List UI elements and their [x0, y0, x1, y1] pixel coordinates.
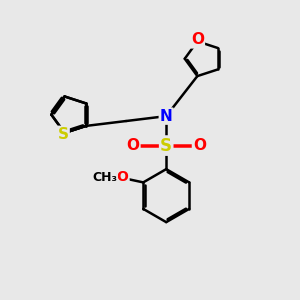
Text: O: O [191, 32, 204, 47]
Text: O: O [193, 138, 206, 153]
Text: O: O [126, 138, 140, 153]
Text: S: S [58, 127, 69, 142]
Text: N: N [160, 109, 172, 124]
Text: CH₃: CH₃ [92, 172, 117, 184]
Text: O: O [117, 170, 129, 184]
Text: S: S [160, 136, 172, 154]
